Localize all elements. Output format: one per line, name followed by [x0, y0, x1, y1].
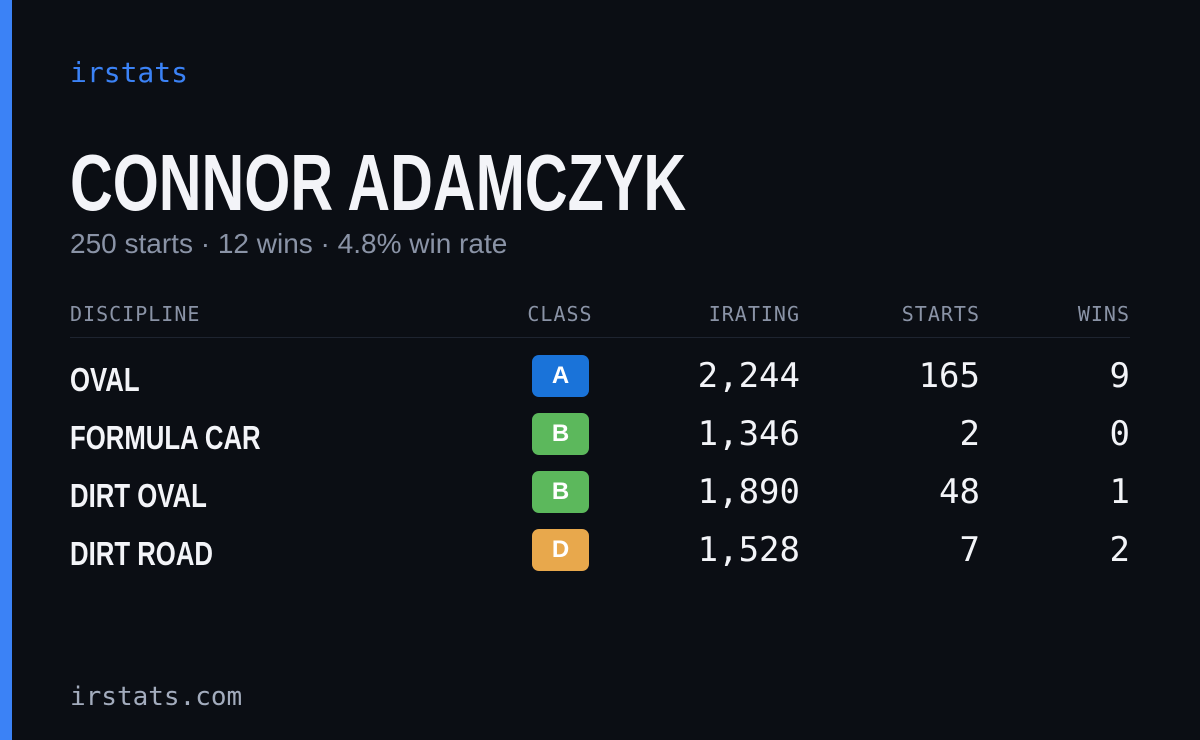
class-badge: B	[532, 471, 589, 513]
irating: 1,890	[697, 472, 800, 512]
accent-bar	[0, 0, 12, 740]
column-header: STARTS	[901, 302, 980, 326]
irating: 1,346	[697, 414, 800, 454]
wins: 0	[1109, 414, 1130, 454]
column-header: IRATING	[708, 302, 800, 326]
wins: 1	[1109, 472, 1130, 512]
discipline: FORMULA CAR	[70, 419, 261, 456]
starts: 7	[959, 530, 980, 570]
column-header: CLASS	[527, 302, 593, 326]
column-header: WINS	[1077, 302, 1130, 326]
irating: 2,244	[697, 356, 800, 396]
irating: 1,528	[697, 530, 800, 570]
discipline: DIRT OVAL	[70, 477, 207, 514]
discipline: DIRT ROAD	[70, 535, 213, 572]
wins: 9	[1109, 356, 1130, 396]
column-header: DISCIPLINE	[70, 302, 201, 326]
starts: 48	[939, 472, 980, 512]
brand: irstats	[70, 56, 189, 89]
class-badge: A	[532, 355, 589, 397]
footer-url: irstats.com	[70, 682, 243, 712]
discipline: OVAL	[70, 361, 140, 398]
subtitle: 250 starts · 12 wins · 4.8% win rate	[70, 228, 508, 259]
header-rule	[70, 337, 1130, 338]
wins: 2	[1109, 530, 1130, 570]
starts: 2	[959, 414, 980, 454]
driver-name: CONNOR ADAMCZYK	[70, 138, 687, 227]
class-badge: D	[532, 529, 589, 571]
class-badge: B	[532, 413, 589, 455]
starts: 165	[918, 356, 980, 396]
